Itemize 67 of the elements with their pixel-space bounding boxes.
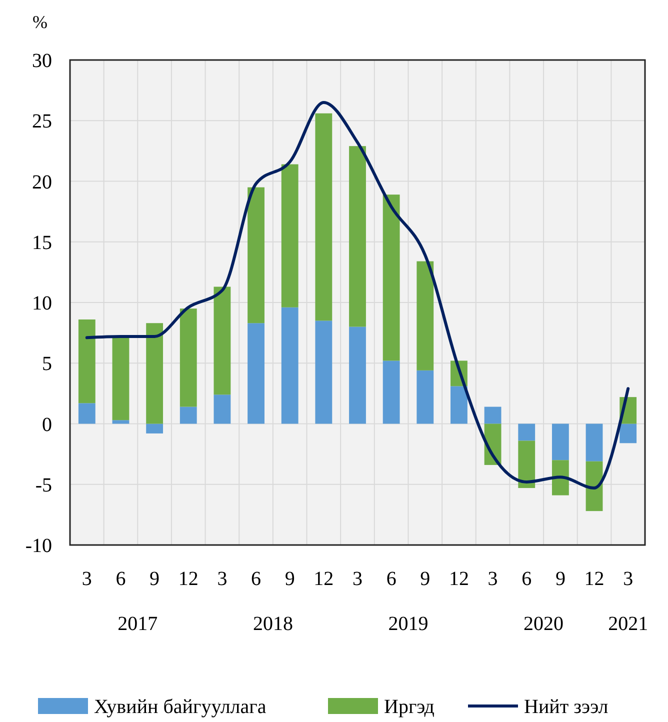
y-tick-label: 5 <box>42 353 52 376</box>
bar <box>146 323 164 424</box>
x-tick-label: 9 <box>284 568 295 590</box>
y-tick-label: 30 <box>32 50 52 72</box>
legend-label: Хувийн байгууллага <box>94 696 266 718</box>
bar <box>112 420 130 424</box>
bar <box>281 164 298 308</box>
y-tick-label: 0 <box>42 414 52 436</box>
text: 2020 <box>524 613 564 635</box>
x-tick-label: 3 <box>352 568 362 590</box>
y-tick-label: -5 <box>35 474 52 496</box>
bar <box>382 194 400 361</box>
bar <box>586 424 603 462</box>
bar <box>416 370 434 424</box>
x-tick-label: 12 <box>448 568 469 590</box>
bar <box>180 308 197 407</box>
bar <box>552 424 569 460</box>
text: 2021 <box>608 613 648 635</box>
y-tick-label: -10 <box>25 535 52 557</box>
y-tick-label: 25 <box>32 110 52 133</box>
x-tick-label: 6 <box>251 568 262 590</box>
x-tick-label: 3 <box>488 568 498 590</box>
bar <box>518 424 536 441</box>
bar <box>146 424 164 434</box>
x-tick-label: 3 <box>82 568 92 590</box>
bar <box>248 187 264 324</box>
bar <box>78 319 96 404</box>
x-tick-label: 3 <box>623 568 634 590</box>
y-tick-label: 10 <box>32 292 52 314</box>
bar <box>552 460 569 496</box>
bar <box>382 360 400 424</box>
bar <box>484 406 502 424</box>
line-series <box>85 100 630 490</box>
bar <box>586 461 603 512</box>
bar <box>315 320 332 424</box>
bar <box>349 326 366 424</box>
x-tick-label: 9 <box>150 568 160 590</box>
bar <box>450 386 468 424</box>
x-tick-label: 9 <box>555 568 566 590</box>
x-tick-label: 6 <box>386 568 396 590</box>
bar <box>518 440 536 488</box>
legend-label: Иргэд <box>384 696 434 718</box>
bar <box>248 323 264 424</box>
x-tick-label: 12 <box>314 568 334 590</box>
text: 2019 <box>388 613 428 635</box>
bar <box>281 307 298 424</box>
bar <box>78 403 96 424</box>
bar <box>112 338 130 420</box>
x-tick-label: 6 <box>522 568 532 590</box>
bar <box>315 113 332 321</box>
x-tick-label: 3 <box>217 568 228 590</box>
y-tick-label: 20 <box>32 171 52 194</box>
bar <box>349 146 366 327</box>
bar <box>180 406 197 424</box>
bar <box>214 286 231 395</box>
bar <box>416 261 434 370</box>
bar <box>620 424 637 444</box>
y-tick-label: 15 <box>32 232 52 254</box>
x-tick-label: 9 <box>420 568 430 590</box>
x-tick-label: 12 <box>584 568 604 590</box>
x-tick-label: 12 <box>178 568 198 590</box>
legend-label: Нийт зээл <box>524 696 608 718</box>
text: 2018 <box>252 613 293 635</box>
text: 2017 <box>118 613 158 635</box>
y-axis-title: % <box>32 12 48 32</box>
x-tick-label: 6 <box>116 568 126 590</box>
bar <box>214 394 231 424</box>
